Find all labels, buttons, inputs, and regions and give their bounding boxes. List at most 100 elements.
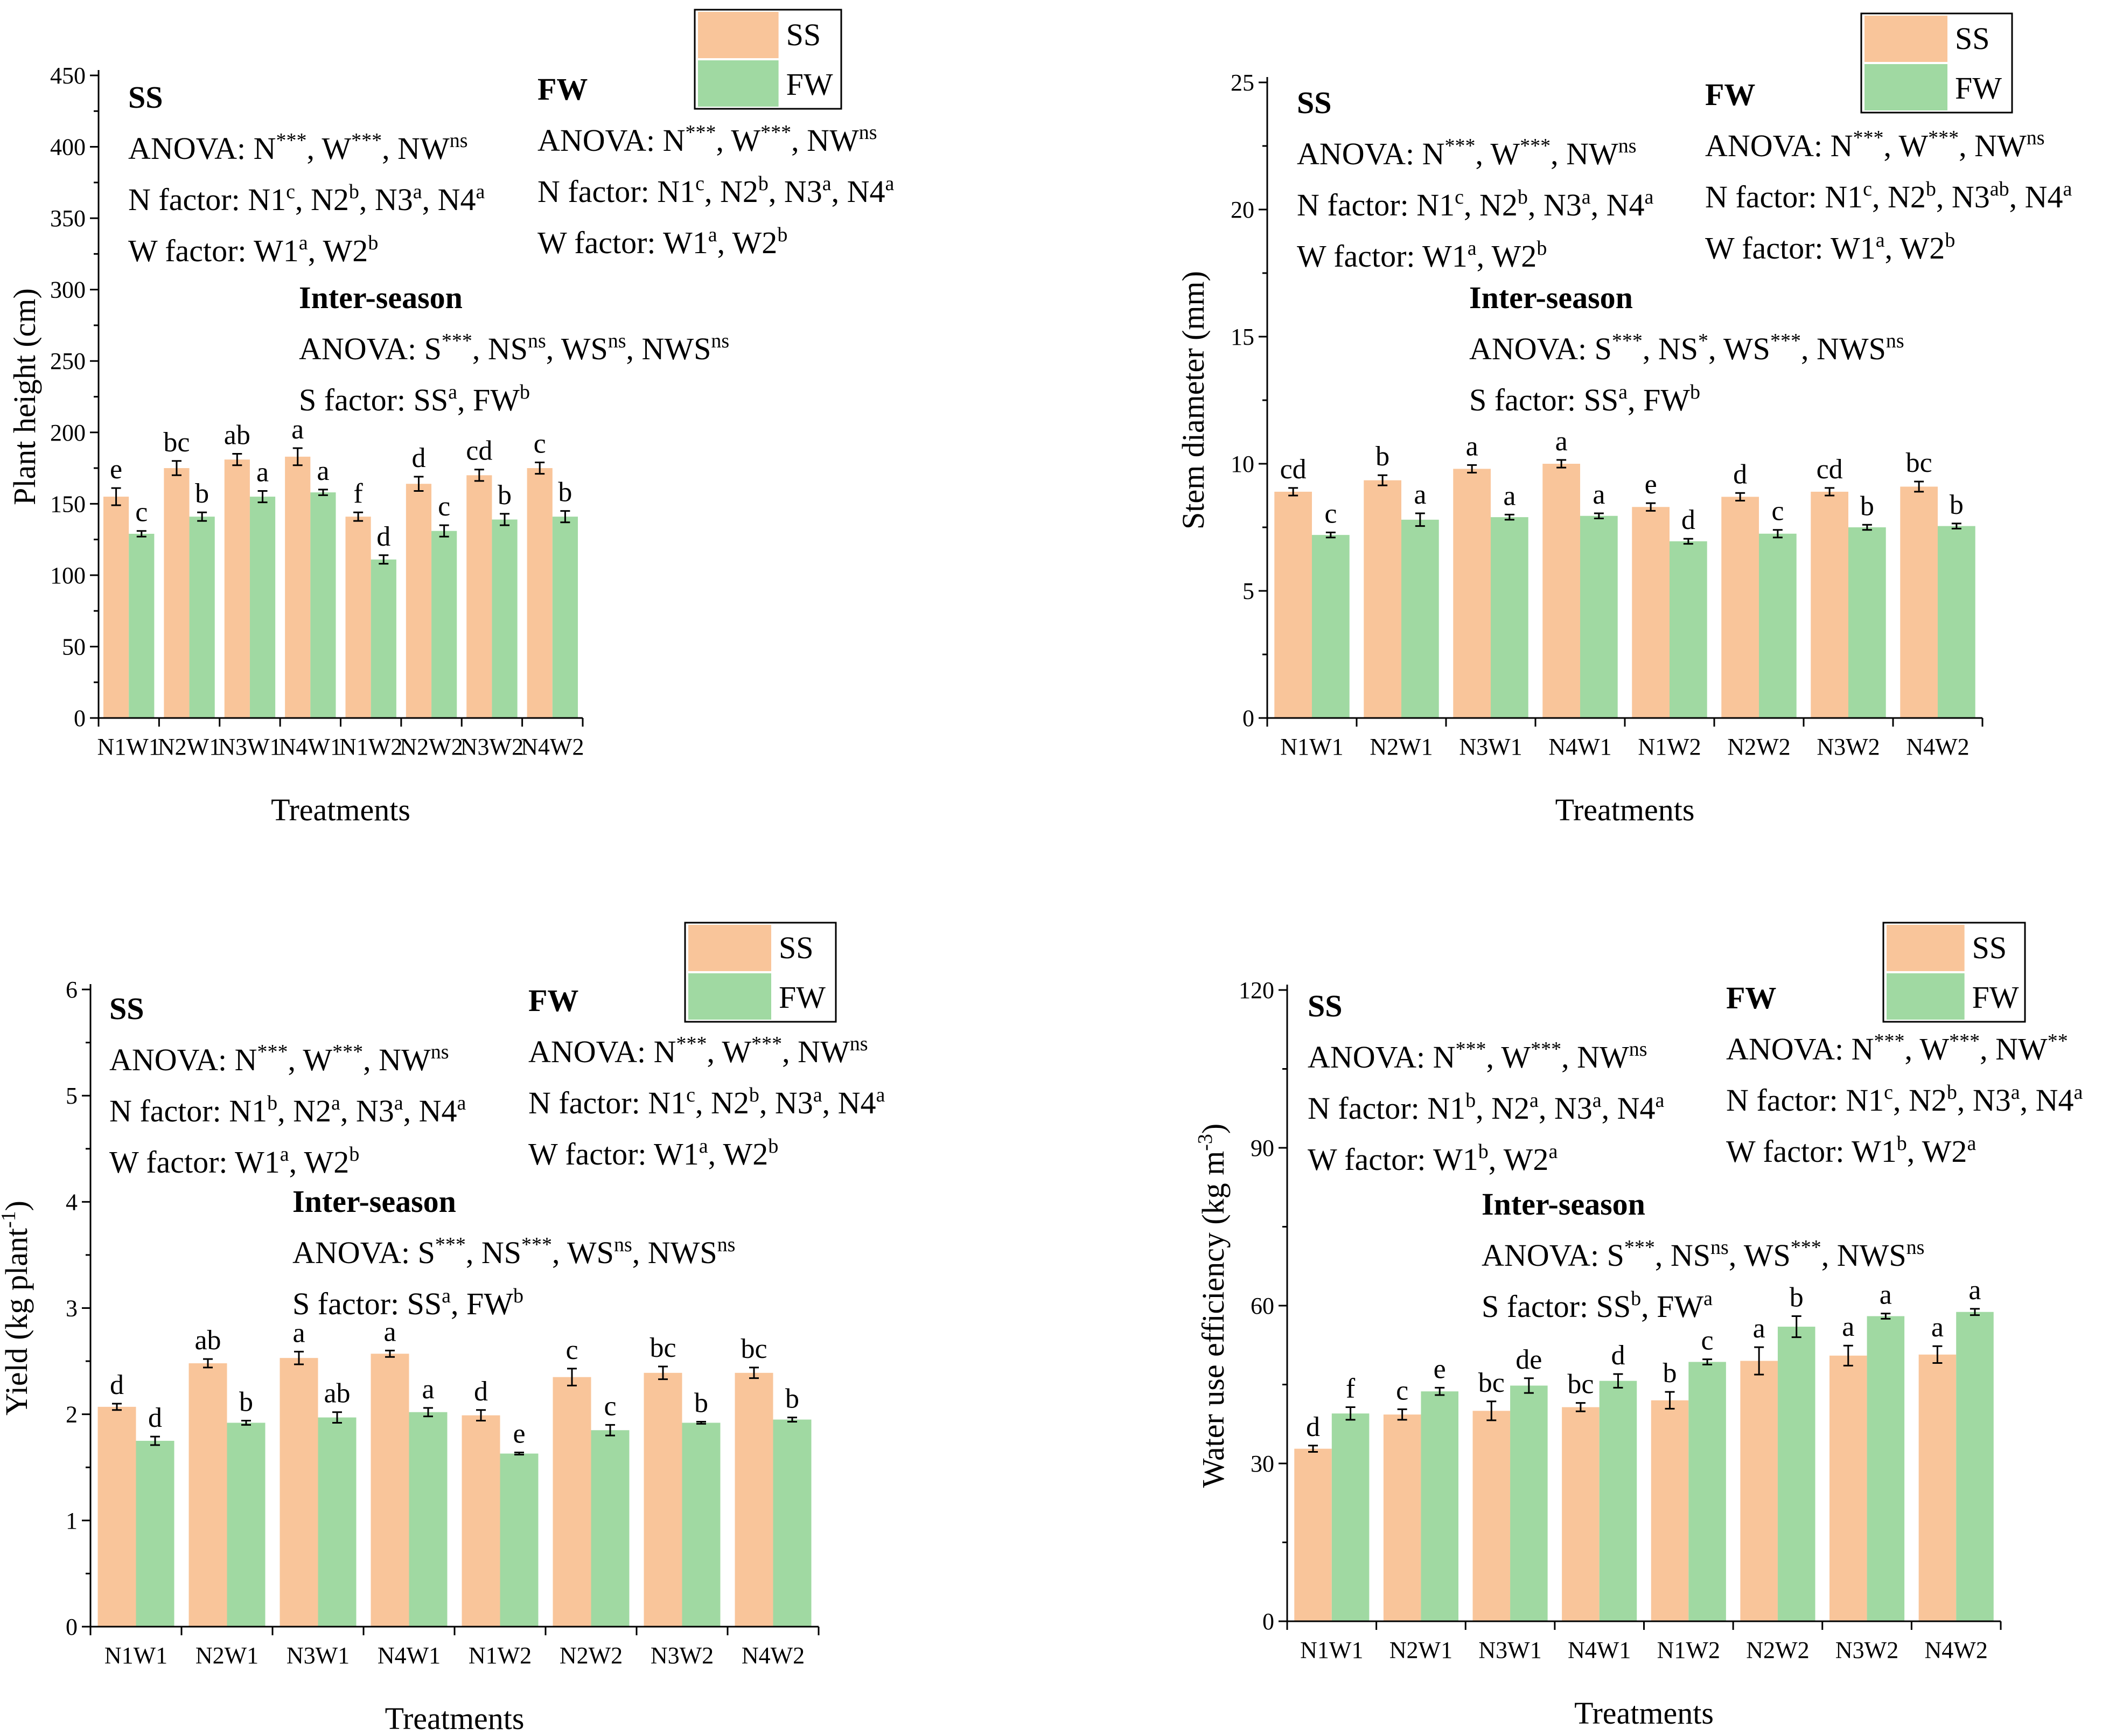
annotation-text: , N3 [1957, 1083, 2011, 1118]
y-tick-label: 6 [66, 977, 78, 1003]
y-axis-title-superscript: -3 [1194, 1134, 1217, 1151]
annotation-text: N factor: N1 [1705, 179, 1863, 214]
annotation-superscript: a [1468, 237, 1477, 260]
bar-ss-n3w1 [224, 459, 250, 718]
annotation-text: , NWS [1821, 1238, 1907, 1273]
x-axis-title: Treatments [1555, 792, 1695, 827]
y-tick-label: 300 [50, 277, 86, 303]
significance-letter: bc [1906, 448, 1932, 478]
annotation-superscript: a [442, 1285, 451, 1307]
significance-letter: ab [194, 1325, 221, 1356]
annotation-text: , W2 [717, 225, 778, 260]
annotation-fw-title: FW [537, 72, 588, 107]
annotation-text: , N3 [1528, 187, 1582, 222]
annotation-interseason-line: ANOVA: S***, NSns, WS***, NWSns [1482, 1236, 1924, 1273]
significance-letter: c [1771, 496, 1784, 527]
annotation-superscript: c [1884, 1081, 1893, 1104]
annotation-text: , N3 [769, 174, 822, 209]
annotation-fw-line: ANOVA: N***, W***, NW** [1726, 1030, 2068, 1066]
bar-ss-n3w1 [280, 1358, 318, 1627]
annotation-superscript: a [1876, 229, 1885, 252]
x-tick-label: N2W2 [560, 1642, 623, 1669]
annotation-text: W factor: W1 [1705, 231, 1876, 266]
significance-letter: d [411, 443, 425, 473]
significance-letter: c [604, 1391, 616, 1421]
annotation-text: , NWS [632, 1235, 717, 1270]
annotation-text: , N3 [1539, 1091, 1593, 1126]
annotation-superscript: b [349, 180, 359, 203]
x-tick-label: N1W2 [1657, 1637, 1720, 1663]
significance-letter: b [195, 478, 209, 509]
annotation-text: , FW [457, 382, 520, 417]
significance-letter: a [383, 1316, 396, 1347]
annotation-text: , NW [1959, 128, 2027, 163]
bar-fw-n3w2 [1867, 1316, 1905, 1621]
bar-ss-n2w1 [1364, 480, 1401, 718]
annotation-superscript: b [267, 1092, 277, 1114]
bar-fw-n4w1 [1599, 1381, 1637, 1621]
significance-letter: bc [163, 427, 190, 458]
annotation-superscript: a [1656, 1089, 1665, 1112]
x-tick-label: N3W2 [651, 1642, 714, 1669]
bar-ss-n1w2 [462, 1415, 500, 1627]
bar-fw-n2w1 [227, 1423, 266, 1627]
y-tick-label: 400 [50, 134, 86, 161]
legend: SS FW [694, 9, 842, 110]
significance-letter: cd [466, 436, 492, 466]
y-axis-title-superscript: -1 [0, 1211, 20, 1228]
x-tick-label: N3W2 [1817, 734, 1880, 760]
annotation-text: ANOVA: N [109, 1042, 257, 1077]
annotation-superscript: b [1945, 229, 1955, 252]
significance-letter: a [422, 1374, 434, 1405]
annotation-superscript: b [1518, 186, 1528, 208]
bar-ss-n4w2 [735, 1372, 773, 1627]
y-axis-title-text: Water use efficiency (kg m [1196, 1151, 1231, 1488]
legend: SS FW [1882, 922, 2026, 1023]
bar-fw-n3w1 [318, 1417, 357, 1627]
x-tick-label: N2W1 [1370, 734, 1433, 760]
y-tick-label: 20 [1231, 197, 1254, 223]
annotation-interseason-title: Inter-season [299, 280, 463, 315]
annotation-text: , NS [472, 331, 528, 366]
y-axis-title-end: ) [1196, 1124, 1231, 1134]
annotation-fw-title: FW [528, 983, 578, 1018]
annotation-superscript: *** [1853, 127, 1883, 149]
annotation-text: , N2 [704, 174, 758, 209]
bar-fw-n1w2 [500, 1453, 539, 1627]
annotation-superscript: ns [450, 129, 468, 152]
annotation-superscript: a [331, 1092, 340, 1114]
annotation-superscript: ns [711, 330, 729, 352]
annotation-ss-line: W factor: W1b, W2a [1308, 1140, 1558, 1177]
annotation-text: , NW [782, 1034, 850, 1069]
annotation-fw-line: N factor: N1c, N2b, N3a, N4a [537, 172, 895, 209]
bar-fw-n2w2 [1777, 1327, 1815, 1621]
annotation-interseason-title: Inter-season [1482, 1187, 1645, 1222]
annotation-text: , N3 [759, 1085, 813, 1120]
annotation-superscript: ns [614, 1233, 632, 1256]
annotation-text: , W2 [1885, 231, 1945, 266]
significance-letter: a [1503, 480, 1516, 511]
annotation-superscript: ns [1907, 1236, 1925, 1259]
y-tick-label: 100 [50, 562, 86, 589]
x-tick-label: N1W1 [97, 734, 160, 760]
legend-label-fw: FW [779, 980, 826, 1015]
annotation-interseason-title: Inter-season [292, 1184, 456, 1219]
annotation-text: S factor: SS [1469, 382, 1618, 417]
annotation-superscript: b [368, 232, 378, 254]
annotation-text: , W2 [1907, 1134, 1967, 1169]
significance-letter: c [1324, 498, 1337, 529]
significance-letter: a [1931, 1312, 1944, 1343]
significance-letter: d [1681, 505, 1695, 535]
annotation-text: , WS [552, 1235, 614, 1270]
significance-letter: de [1516, 1344, 1542, 1375]
annotation-fw-line: W factor: W1b, W2a [1726, 1132, 1976, 1169]
legend-swatch-ss [1864, 16, 1947, 62]
significance-letter: a [1593, 479, 1605, 510]
bar-fw-n4w2 [1938, 526, 1975, 718]
legend-swatch-ss [688, 925, 771, 971]
annotation-superscript: * [1698, 330, 1708, 352]
annotation-superscript: c [286, 180, 295, 203]
annotation-superscript: a [885, 172, 895, 195]
significance-letter: c [1701, 1326, 1714, 1356]
